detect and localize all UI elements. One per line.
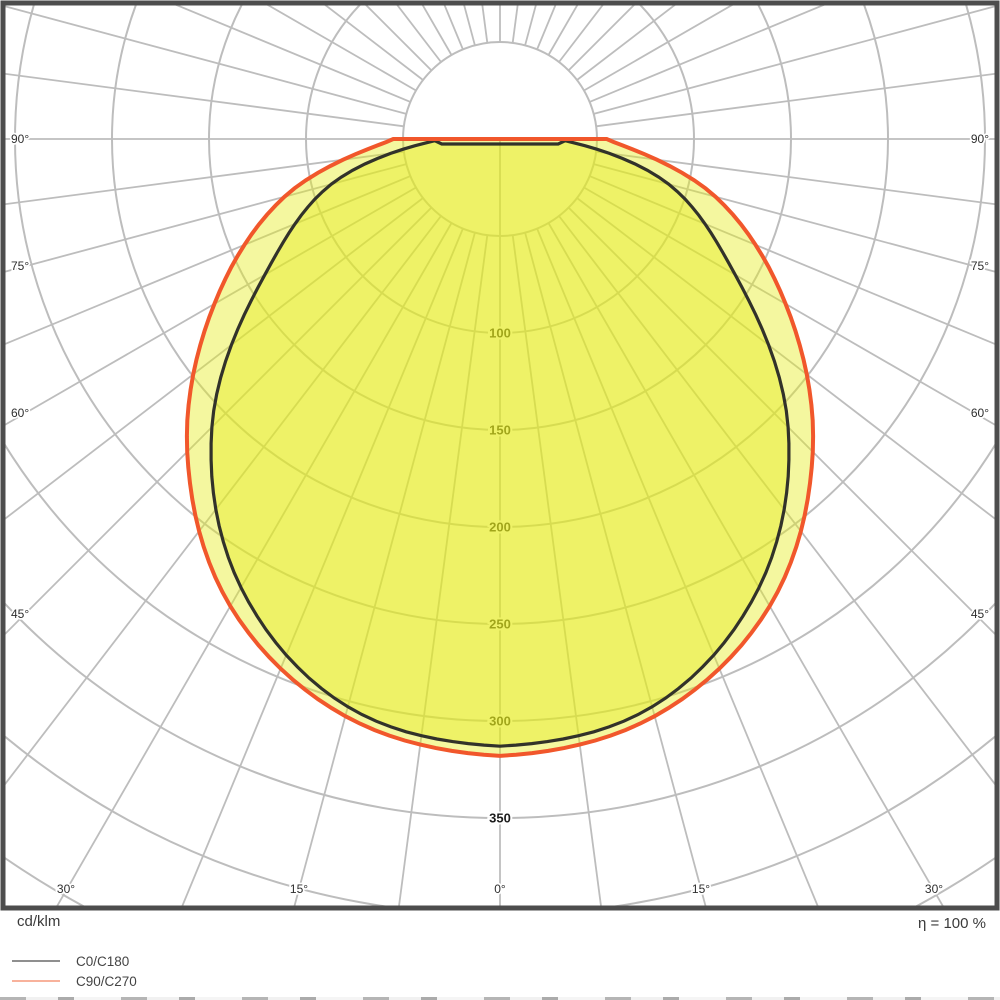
angle-label: 75°: [971, 259, 989, 273]
c0-c180-curve: [209, 139, 791, 748]
radial-tick-label: 250: [489, 617, 511, 632]
angle-label: 90°: [971, 132, 989, 146]
angle-label: 90°: [11, 132, 29, 146]
legend-item-c0: C0/C180: [12, 951, 137, 971]
radial-tick-label: 200: [489, 520, 511, 535]
cropped-next-row: [0, 997, 1000, 1000]
c0-c180-fill: [211, 140, 789, 747]
angle-label: 15°: [290, 882, 308, 896]
legend-line-c90-icon: [12, 980, 60, 982]
efficiency-label: η = 100 %: [918, 915, 986, 932]
radial-tick-label: 100: [489, 326, 511, 341]
angle-label: 45°: [11, 607, 29, 621]
legend-line-c0-icon: [12, 960, 60, 962]
angle-label: 75°: [11, 259, 29, 273]
legend-label-c0: C0/C180: [76, 953, 130, 969]
angle-label: 60°: [971, 406, 989, 420]
radial-tick-labels: 100 150 200 250 300 350: [487, 324, 513, 828]
radial-tick-label: 350: [489, 811, 511, 826]
angle-label: 45°: [971, 607, 989, 621]
angle-label: 15°: [692, 882, 710, 896]
legend-label-c90: C90/C270: [76, 973, 137, 989]
chart-frame: [0, 0, 1000, 911]
legend-item-c90: C90/C270: [12, 971, 137, 991]
polar-photometric-chart: 100 150 200 250 300 350 90° 75° 60° 45° 90° 75° 60° 4…: [0, 0, 1000, 911]
angle-label: 30°: [925, 882, 943, 896]
c90-c270-curve: [184, 137, 816, 758]
chart-legend: C0/C180 C90/C270: [12, 951, 137, 991]
angle-label: 60°: [11, 406, 29, 420]
units-label: cd/klm: [17, 913, 61, 930]
radial-tick-label: 300: [489, 714, 511, 729]
angle-label: 30°: [57, 882, 75, 896]
curves: [184, 137, 816, 758]
polar-grid: [5, 5, 995, 906]
angle-labels: 90° 75° 60° 45° 90° 75° 60° 45° 30° 15° 0° 15° 30°: [9, 130, 991, 898]
radial-tick-label: 150: [489, 423, 511, 438]
c90-c270-fill: [186, 139, 814, 756]
angle-label: 0°: [494, 882, 506, 896]
